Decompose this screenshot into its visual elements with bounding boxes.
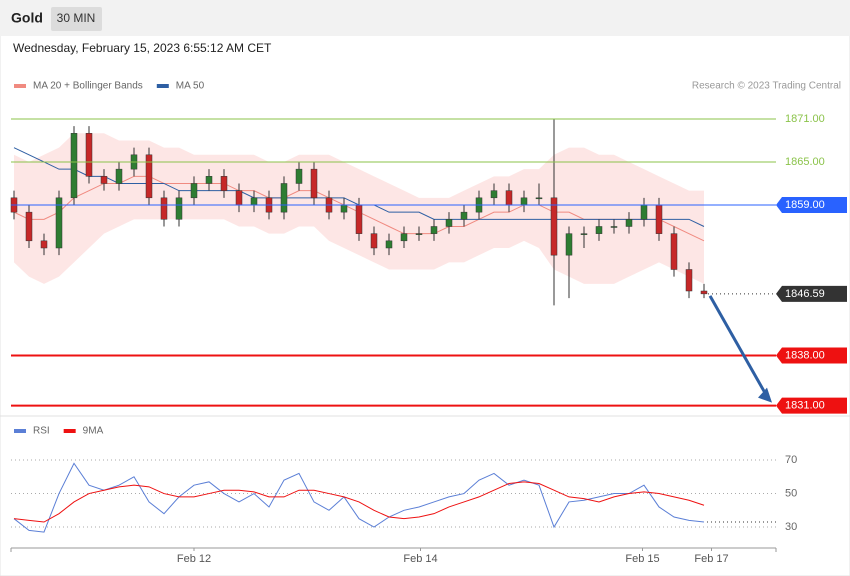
legend-label: 9MA bbox=[83, 426, 104, 437]
level-tag bbox=[776, 196, 847, 213]
x-tick-label: Feb 15 bbox=[625, 553, 659, 565]
candle-body bbox=[295, 168, 303, 184]
candle-body bbox=[505, 190, 513, 206]
level-label: 1871.00 bbox=[785, 113, 825, 125]
y-tick-label: 70 bbox=[785, 454, 797, 466]
candle-body bbox=[550, 197, 558, 256]
x-tick-label: Feb 14 bbox=[403, 553, 437, 565]
legend-swatch bbox=[156, 84, 169, 88]
candle-body bbox=[445, 219, 453, 227]
series-line bbox=[13, 481, 705, 523]
title: Gold bbox=[11, 10, 43, 26]
level-tag bbox=[776, 397, 847, 414]
legend-swatch bbox=[14, 429, 26, 433]
candle-body bbox=[385, 240, 393, 249]
candle-body bbox=[535, 197, 543, 200]
candle-body bbox=[190, 183, 198, 199]
level-label: 1831.00 bbox=[785, 400, 825, 412]
legend-label: MA 50 bbox=[176, 81, 205, 92]
level-label: 1859.00 bbox=[785, 199, 825, 211]
legend-label: MA 20 + Bollinger Bands bbox=[33, 81, 143, 92]
candle-body bbox=[685, 269, 693, 292]
candle-body bbox=[400, 233, 408, 242]
candle-body bbox=[310, 168, 318, 199]
candle-body bbox=[100, 176, 108, 184]
candle-body bbox=[25, 211, 33, 242]
level-tag bbox=[776, 285, 847, 302]
candle-body bbox=[640, 204, 648, 220]
y-tick-label: 50 bbox=[785, 487, 797, 499]
legend-swatch bbox=[14, 84, 26, 88]
candle-body bbox=[460, 211, 468, 220]
level-label: 1846.59 bbox=[785, 288, 825, 300]
candle-body bbox=[580, 233, 588, 235]
candle-body bbox=[610, 226, 618, 228]
candle-body bbox=[55, 197, 63, 249]
candle-body bbox=[430, 226, 438, 234]
candle-body bbox=[370, 233, 378, 249]
candle-body bbox=[175, 197, 183, 220]
candle-body bbox=[490, 190, 498, 199]
candle-body bbox=[520, 197, 528, 206]
candle-body bbox=[235, 190, 243, 206]
level-label: 1838.00 bbox=[785, 349, 825, 361]
forecast-arrowhead bbox=[758, 387, 772, 403]
candle-body bbox=[670, 233, 678, 270]
x-tick-label: Feb 17 bbox=[694, 553, 728, 565]
candle-body bbox=[280, 183, 288, 213]
candle-body bbox=[595, 226, 603, 234]
candle-body bbox=[700, 290, 708, 295]
x-tick-label: Feb 12 bbox=[177, 553, 211, 565]
candle-body bbox=[160, 197, 168, 220]
candle-body bbox=[205, 176, 213, 184]
candle-body bbox=[340, 204, 348, 213]
legend-label: RSI bbox=[33, 426, 50, 437]
candle-body bbox=[415, 233, 423, 235]
candle-body bbox=[220, 176, 228, 191]
interval-pill bbox=[51, 7, 102, 31]
source: Research © 2023 Trading Central bbox=[692, 81, 841, 92]
candle-body bbox=[655, 204, 663, 234]
y-tick-label: 30 bbox=[785, 521, 797, 533]
candle-body bbox=[565, 233, 573, 256]
level-label: 1865.00 bbox=[785, 156, 825, 168]
timestamp: Wednesday, February 15, 2023 6:55:12 AM … bbox=[13, 41, 272, 55]
candle-body bbox=[625, 219, 633, 227]
interval: 30 MIN bbox=[57, 11, 96, 25]
series-line bbox=[13, 462, 705, 533]
candle-body bbox=[145, 154, 153, 199]
forecast-arrow bbox=[708, 295, 768, 396]
candle-body bbox=[115, 168, 123, 184]
header-bar bbox=[0, 0, 850, 36]
candle-body bbox=[355, 204, 363, 234]
candle-body bbox=[250, 197, 258, 206]
candle-body bbox=[40, 240, 48, 249]
legend-swatch bbox=[63, 429, 76, 433]
candle-body bbox=[85, 133, 93, 177]
level-tag bbox=[776, 347, 847, 364]
candle-body bbox=[70, 133, 78, 199]
